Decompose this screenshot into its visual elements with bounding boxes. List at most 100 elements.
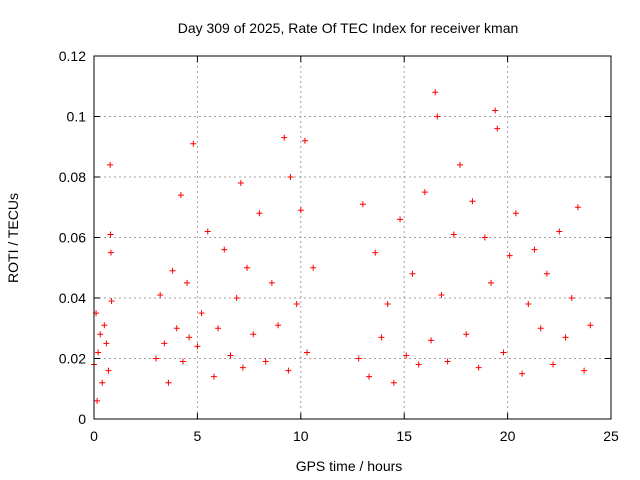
data-point <box>210 373 217 380</box>
data-point <box>161 340 168 347</box>
data-point <box>297 207 304 214</box>
plot-frame <box>93 55 612 420</box>
y-tick-label: 0.1 <box>67 109 87 125</box>
axis-ticks: 0 5 10 15 20 25 0 0.02 0.04 0.06 0.08 0.1 0.12 <box>59 48 619 444</box>
y-tick-label: 0.02 <box>59 351 86 367</box>
y-tick-label: 0.08 <box>59 169 86 185</box>
x-tick-label: 0 <box>90 428 98 444</box>
data-point <box>227 352 234 359</box>
data-point <box>355 355 362 362</box>
data-point <box>403 352 410 359</box>
data-point <box>233 295 240 301</box>
data-point <box>101 322 108 329</box>
data-point <box>169 267 176 274</box>
data-point <box>366 373 373 380</box>
data-point <box>184 279 191 286</box>
data-point <box>215 325 222 332</box>
data-point <box>204 228 211 235</box>
data-point <box>372 249 379 256</box>
data-point <box>250 331 257 338</box>
chart-title: Day 309 of 2025, Rate Of TEC Index for r… <box>178 20 519 36</box>
data-point <box>457 161 464 168</box>
data-point <box>190 140 197 147</box>
data-point <box>198 310 205 317</box>
data-point <box>268 279 275 286</box>
data-point <box>281 134 288 141</box>
x-axis-label: GPS time / hours <box>296 458 403 474</box>
data-point <box>434 113 441 120</box>
data-point <box>556 228 563 235</box>
data-point <box>581 367 588 374</box>
data-point <box>244 264 251 271</box>
data-point <box>239 364 246 371</box>
data-point <box>165 379 172 386</box>
y-axis-label: ROTI / TECUs <box>5 193 21 283</box>
data-point <box>304 349 311 356</box>
data-point <box>428 337 435 344</box>
data-point <box>262 358 269 365</box>
data-point <box>463 331 470 338</box>
y-tick-label: 0.04 <box>59 290 86 306</box>
data-point <box>492 107 499 114</box>
data-point <box>469 198 476 205</box>
data-point <box>105 367 112 374</box>
data-point <box>237 180 244 187</box>
data-point <box>103 340 110 347</box>
data-point <box>384 301 391 308</box>
x-tick-label: 25 <box>603 428 619 444</box>
data-point <box>531 246 538 253</box>
data-point <box>194 343 201 350</box>
data-point <box>275 322 282 329</box>
data-point <box>432 89 439 96</box>
data-point <box>519 370 526 377</box>
data-point <box>107 161 114 168</box>
data-point <box>359 201 366 208</box>
data-point <box>494 125 501 132</box>
data-point <box>587 322 594 329</box>
data-point <box>378 334 385 341</box>
data-point <box>444 358 451 365</box>
data-point <box>95 349 102 356</box>
data-point <box>506 252 513 259</box>
data-point <box>409 270 416 277</box>
x-tick-label: 20 <box>500 428 516 444</box>
data-point <box>481 234 488 241</box>
data-point <box>107 231 114 238</box>
data-point <box>97 331 104 338</box>
data-point <box>287 174 294 180</box>
data-point <box>157 291 164 298</box>
data-point <box>574 204 581 211</box>
data-point <box>475 364 482 371</box>
data-point <box>543 270 550 277</box>
data-point <box>421 189 428 196</box>
data-point <box>108 298 115 305</box>
data-point <box>94 397 101 404</box>
data-point <box>153 355 160 362</box>
y-tick-label: 0.06 <box>59 230 86 246</box>
x-tick-label: 10 <box>293 428 309 444</box>
data-point <box>550 361 557 368</box>
y-tick-label: 0.12 <box>59 48 86 64</box>
data-point <box>293 301 300 308</box>
data-point <box>186 334 193 341</box>
data-point <box>397 216 404 223</box>
data-point <box>488 279 495 286</box>
data-point <box>537 325 544 332</box>
data-point <box>107 249 114 256</box>
data-point <box>301 137 308 144</box>
x-tick-label: 5 <box>194 428 202 444</box>
data-point <box>568 295 575 301</box>
data-point <box>438 291 445 298</box>
data-point <box>177 192 184 199</box>
data-point <box>390 379 397 386</box>
data-point <box>256 210 263 217</box>
data-point <box>525 301 532 308</box>
data-point <box>310 264 317 271</box>
data-point <box>512 210 519 217</box>
grid-lines <box>94 56 611 419</box>
data-point <box>179 358 186 365</box>
data-point <box>99 379 106 386</box>
data-points <box>91 89 594 404</box>
data-point <box>450 231 457 238</box>
